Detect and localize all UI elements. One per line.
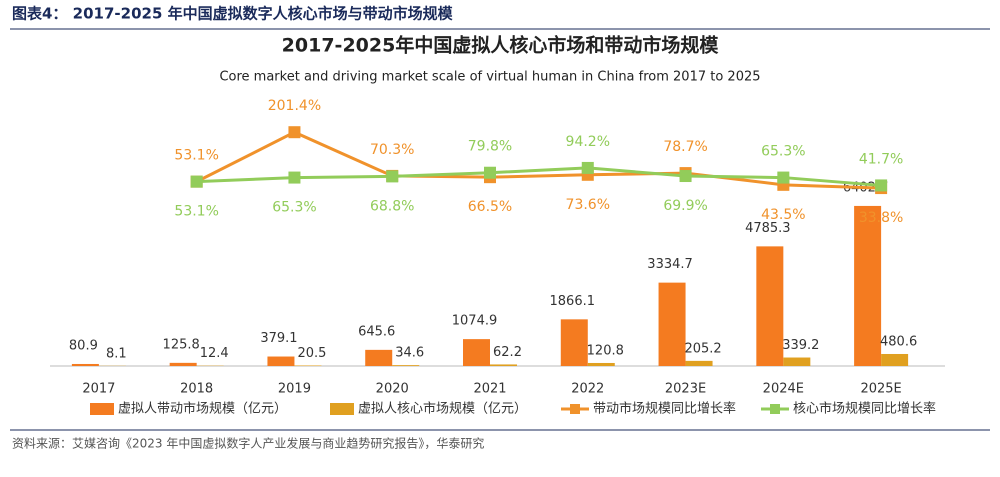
marker bbox=[191, 176, 203, 188]
value-label: 73.6% bbox=[566, 197, 610, 213]
value-label: 20.5 bbox=[297, 346, 326, 361]
value-label: 41.7% bbox=[859, 151, 903, 167]
legend-label: 虚拟人带动市场规模（亿元） bbox=[118, 401, 287, 417]
bar bbox=[72, 364, 99, 366]
x-tick-label: 2019 bbox=[278, 382, 311, 397]
value-label: 53.1% bbox=[174, 148, 218, 164]
bar bbox=[783, 358, 810, 366]
value-label: 339.2 bbox=[782, 338, 819, 353]
marker bbox=[288, 126, 300, 138]
value-label: 205.2 bbox=[684, 341, 721, 356]
value-label: 78.7% bbox=[663, 139, 707, 155]
value-label: 120.8 bbox=[587, 343, 624, 358]
bar bbox=[686, 361, 713, 366]
value-label: 70.3% bbox=[370, 142, 414, 158]
value-label: 201.4% bbox=[268, 98, 321, 114]
value-label: 34.6 bbox=[395, 346, 424, 361]
bar bbox=[267, 357, 294, 366]
x-tick-label: 2023E bbox=[665, 382, 706, 397]
bar bbox=[294, 365, 321, 366]
value-label: 4785.3 bbox=[745, 221, 791, 236]
value-label: 645.6 bbox=[358, 324, 395, 339]
bar bbox=[365, 350, 392, 366]
value-label: 33.8% bbox=[859, 210, 903, 226]
bar bbox=[659, 283, 686, 366]
bar bbox=[170, 363, 197, 366]
value-label: 8.1 bbox=[106, 346, 127, 361]
value-label: 66.5% bbox=[468, 199, 512, 215]
value-label: 125.8 bbox=[163, 337, 200, 352]
chart-title: 2017-2025年中国虚拟人核心市场和带动市场规模 bbox=[282, 34, 720, 57]
legend-label: 核心市场规模同比增长率 bbox=[793, 401, 936, 417]
legend-label: 带动市场规模同比增长率 bbox=[593, 401, 736, 417]
marker bbox=[680, 170, 692, 182]
value-label: 80.9 bbox=[69, 338, 98, 353]
x-tick-label: 2018 bbox=[180, 382, 213, 397]
legend-swatch bbox=[770, 404, 780, 414]
source: 资料来源：艾媒咨询《2023 年中国虚拟数字人产业发展与商业趋势研究报告》，华泰… bbox=[12, 436, 484, 451]
x-tick-label: 2017 bbox=[82, 382, 115, 397]
value-label: 480.6 bbox=[880, 334, 917, 349]
marker bbox=[288, 172, 300, 184]
bar bbox=[756, 246, 783, 366]
bar bbox=[561, 319, 588, 366]
legend-swatch bbox=[90, 403, 114, 415]
bar bbox=[854, 206, 881, 366]
x-tick-label: 2022 bbox=[571, 382, 604, 397]
x-tick-label: 2024E bbox=[763, 382, 804, 397]
value-label: 69.9% bbox=[663, 198, 707, 214]
bar bbox=[490, 364, 517, 366]
marker bbox=[582, 162, 594, 174]
marker bbox=[777, 172, 789, 184]
value-label: 53.1% bbox=[174, 204, 218, 220]
value-label: 94.2% bbox=[566, 134, 610, 150]
value-label: 65.3% bbox=[761, 144, 805, 160]
x-tick-label: 2025E bbox=[860, 382, 901, 397]
legend-swatch bbox=[330, 403, 354, 415]
value-label: 68.8% bbox=[370, 198, 414, 214]
value-label: 43.5% bbox=[761, 207, 805, 223]
bar bbox=[588, 363, 615, 366]
legend-label: 虚拟人核心市场规模（亿元） bbox=[358, 401, 527, 417]
chart-subtitle: Core market and driving market scale of … bbox=[219, 70, 760, 85]
legend-swatch bbox=[570, 404, 580, 414]
value-label: 65.3% bbox=[272, 200, 316, 216]
header: 图表4： 2017-2025 年中国虚拟数字人核心市场与带动市场规模 bbox=[12, 5, 454, 23]
bar bbox=[392, 365, 419, 366]
bar bbox=[463, 339, 490, 366]
value-label: 1866.1 bbox=[550, 294, 596, 309]
bar bbox=[881, 354, 908, 366]
value-label: 3334.7 bbox=[647, 257, 693, 272]
marker bbox=[484, 167, 496, 179]
value-label: 79.8% bbox=[468, 139, 512, 155]
value-label: 12.4 bbox=[200, 346, 229, 361]
marker bbox=[386, 170, 398, 182]
x-tick-label: 2021 bbox=[473, 382, 506, 397]
marker bbox=[875, 179, 887, 191]
value-label: 62.2 bbox=[493, 345, 522, 360]
value-label: 1074.9 bbox=[452, 314, 498, 329]
value-label: 379.1 bbox=[260, 331, 297, 346]
x-tick-label: 2020 bbox=[376, 382, 409, 397]
